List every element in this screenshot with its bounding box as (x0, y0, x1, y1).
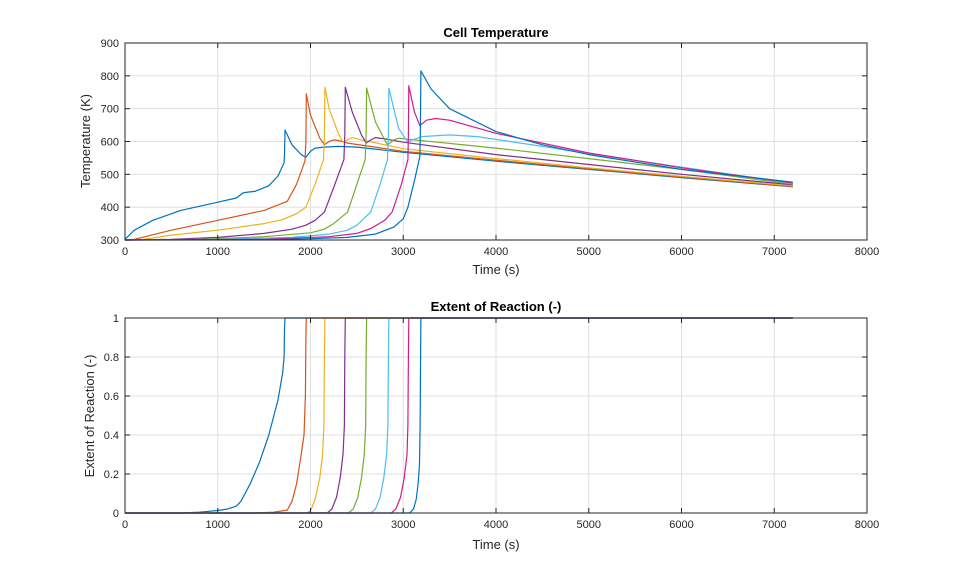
extent-of-reaction-axes: Extent of Reaction (-) Time (s) Extent o… (82, 299, 879, 552)
cell-temperature-x-tick-label: 0 (122, 246, 128, 258)
cell-temperature-x-tick-label: 4000 (484, 246, 508, 258)
extent-of-reaction-y-tick-label: 0.6 (104, 391, 119, 403)
cell-temperature-series (124, 70, 793, 241)
extent-of-reaction-series-2 (125, 317, 793, 514)
cell-temperature-xlabel: Time (s) (472, 262, 519, 277)
extent-of-reaction-x-tick-label: 1000 (206, 519, 230, 531)
extent-of-reaction-x-tick-label: 0 (122, 519, 128, 531)
extent-of-reaction-series-1 (125, 317, 793, 514)
cell-temperature-x-tick-label: 7000 (762, 246, 786, 258)
extent-of-reaction-series-6 (125, 317, 793, 514)
extent-of-reaction-axes-box (124, 317, 868, 514)
extent-of-reaction-y-tick-label: 0.8 (104, 352, 119, 364)
extent-of-reaction-ylabel: Extent of Reaction (-) (82, 355, 97, 478)
cell-temperature-ylabel: Temperature (K) (78, 94, 93, 188)
extent-of-reaction-series (125, 317, 793, 514)
cell-temperature-y-tick-label: 300 (101, 235, 119, 247)
cell-temperature-series-5 (124, 87, 793, 241)
cell-temperature-ticks: 0 1000 2000 3000 4000 5000 6000 7000 8000 300 400 5… (101, 38, 880, 258)
extent-of-reaction-y-tick-label: 1 (113, 313, 119, 325)
extent-of-reaction-series-3 (125, 317, 793, 514)
extent-of-reaction-title: Extent of Reaction (-) (431, 299, 562, 314)
extent-of-reaction-grid (125, 318, 867, 513)
cell-temperature-series-2 (124, 93, 793, 241)
cell-temperature-series-7 (124, 85, 793, 241)
extent-of-reaction-y-tick-label: 0.4 (104, 430, 119, 442)
cell-temperature-series-4 (124, 86, 793, 241)
cell-temperature-x-tick-label: 8000 (855, 246, 879, 258)
extent-of-reaction-y-tick-label: 0.2 (104, 469, 119, 481)
cell-temperature-x-tick-label: 1000 (206, 246, 230, 258)
extent-of-reaction-x-tick-label: 5000 (577, 519, 601, 531)
cell-temperature-axes-box (124, 42, 868, 241)
cell-temperature-x-tick-label: 2000 (298, 246, 322, 258)
cell-temperature-x-tick-label: 6000 (669, 246, 693, 258)
cell-temperature-x-tick-label: 5000 (577, 246, 601, 258)
extent-of-reaction-x-tick-label: 6000 (669, 519, 693, 531)
cell-temperature-title: Cell Temperature (443, 25, 548, 40)
extent-of-reaction-x-tick-label: 2000 (298, 519, 322, 531)
extent-of-reaction-x-tick-label: 4000 (484, 519, 508, 531)
cell-temperature-y-tick-label: 700 (101, 104, 119, 116)
cell-temperature-series-3 (124, 86, 793, 241)
cell-temperature-y-tick-label: 500 (101, 169, 119, 181)
cell-temperature-y-tick-label: 400 (101, 202, 119, 214)
extent-of-reaction-ticks: 0 1000 2000 3000 4000 5000 6000 7000 8000 0 0.2 0.4… (104, 313, 880, 531)
extent-of-reaction-x-tick-label: 8000 (855, 519, 879, 531)
extent-of-reaction-y-tick-label: 0 (113, 508, 119, 520)
cell-temperature-grid (125, 43, 867, 240)
cell-temperature-y-tick-label: 600 (101, 137, 119, 149)
extent-of-reaction-series-7 (125, 317, 793, 514)
cell-temperature-series-8 (124, 70, 793, 241)
cell-temperature-y-tick-label: 900 (101, 38, 119, 50)
cell-temperature-axes: Cell Temperature Time (s) Temperature (K… (78, 25, 879, 277)
cell-temperature-y-tick-label: 800 (101, 71, 119, 83)
extent-of-reaction-xlabel: Time (s) (472, 537, 519, 552)
extent-of-reaction-series-4 (125, 317, 793, 514)
cell-temperature-series-6 (124, 87, 793, 241)
extent-of-reaction-series-8 (125, 317, 793, 514)
extent-of-reaction-x-tick-label: 7000 (762, 519, 786, 531)
cell-temperature-x-tick-label: 3000 (391, 246, 415, 258)
extent-of-reaction-x-tick-label: 3000 (391, 519, 415, 531)
extent-of-reaction-series-5 (125, 317, 793, 514)
